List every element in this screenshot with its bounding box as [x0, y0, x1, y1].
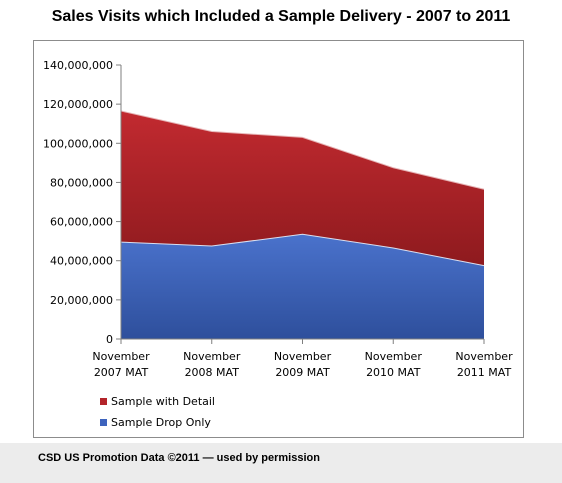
legend-sample-with-detail-label: Sample with Detail [111, 395, 215, 408]
legend-sample-drop-only-swatch [100, 419, 107, 426]
y-tick-label: 100,000,000 [43, 137, 113, 150]
y-tick-label: 60,000,000 [50, 216, 113, 229]
legend-sample-drop-only-label: Sample Drop Only [111, 416, 211, 429]
x-tick-label: November [455, 350, 513, 363]
x-tick-label: November [274, 350, 332, 363]
y-tick-label: 20,000,000 [50, 294, 113, 307]
x-tick-label: 2011 MAT [457, 366, 512, 379]
y-tick-label: 140,000,000 [43, 59, 113, 72]
x-tick-label: 2008 MAT [185, 366, 240, 379]
line-sample-with-detail [120, 110, 485, 190]
x-tick-label: 2009 MAT [275, 366, 330, 379]
x-tick-label: 2010 MAT [366, 366, 421, 379]
x-tick-label: November [92, 350, 150, 363]
x-tick-label: November [365, 350, 423, 363]
footer-band [0, 443, 562, 483]
y-tick-label: 80,000,000 [50, 176, 113, 189]
line-sample-drop-only [120, 233, 485, 267]
legend-sample-with-detail-swatch [100, 398, 107, 405]
x-tick-label: November [183, 350, 241, 363]
area-sample-drop-only [121, 234, 484, 339]
x-tick-label: 2007 MAT [94, 366, 149, 379]
area-sample-with-detail [121, 110, 484, 266]
chart-title: Sales Visits which Included a Sample Del… [51, 8, 511, 25]
y-tick-label: 120,000,000 [43, 98, 113, 111]
y-tick-label: 40,000,000 [50, 255, 113, 268]
y-tick-label: 0 [106, 333, 113, 346]
footer-credit: CSD US Promotion Data ©2011 — used by pe… [38, 452, 320, 464]
